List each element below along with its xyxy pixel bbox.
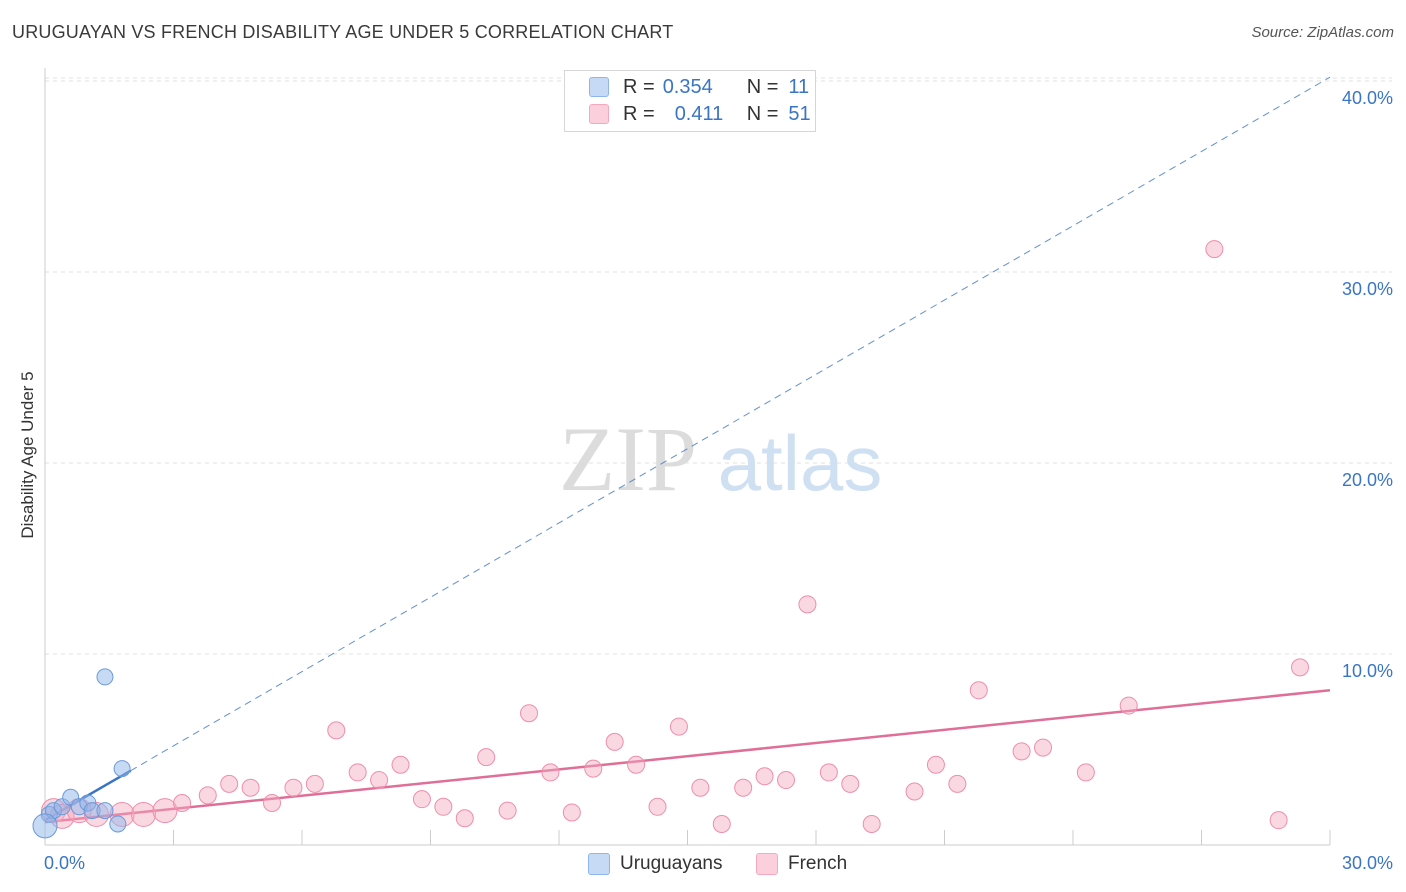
watermark-zip: ZIP: [559, 408, 697, 510]
y-tick-label: 10.0%: [1342, 661, 1393, 681]
bottom-legend-label-uruguayans: Uruguayans: [620, 853, 723, 874]
point-french: [220, 774, 239, 793]
point-french: [305, 774, 324, 793]
point-french: [391, 755, 410, 774]
point-uruguayans: [113, 760, 131, 778]
point-french: [241, 778, 260, 797]
x-tick-label: 0.0%: [44, 853, 85, 873]
point-french: [327, 721, 346, 740]
tick-labels: 10.0% 20.0% 30.0% 40.0% 0.0% 30.0%: [44, 88, 1393, 873]
legend-n-label: N =: [746, 75, 779, 98]
point-french: [1205, 240, 1224, 259]
point-french: [1034, 738, 1053, 757]
point-french: [819, 763, 838, 782]
bottom-legend-swatch-french: [756, 853, 778, 875]
bottom-legend-french: French: [756, 852, 847, 876]
point-french: [284, 778, 303, 797]
legend-r-label: R =: [623, 75, 655, 98]
point-french: [541, 763, 560, 782]
point-french: [173, 793, 192, 812]
legend-n-label: N =: [746, 102, 779, 125]
chart-title: URUGUAYAN VS FRENCH DISABILITY AGE UNDER…: [12, 22, 674, 42]
trend-line-french: [44, 689, 1331, 824]
point-french: [627, 755, 646, 774]
point-french: [263, 793, 282, 812]
watermark-atlas: atlas: [718, 419, 883, 507]
bottom-legend-label-french: French: [788, 853, 848, 874]
legend-r-value: 0.411: [674, 102, 724, 125]
point-french: [434, 797, 453, 816]
point-french: [584, 759, 603, 778]
point-french: [798, 595, 817, 614]
point-french: [926, 755, 945, 774]
point-french: [691, 778, 710, 797]
point-french: [605, 732, 624, 751]
point-french: [370, 771, 389, 790]
y-tick-label: 30.0%: [1342, 279, 1393, 299]
x-tick-label: 30.0%: [1342, 853, 1393, 873]
point-french: [648, 797, 667, 816]
point-french: [905, 782, 924, 801]
point-uruguayans: [96, 802, 114, 820]
data-points: [32, 240, 1310, 839]
y-tick-label: 20.0%: [1342, 470, 1393, 490]
point-french: [1269, 811, 1288, 830]
bottom-legend-uruguayans: Uruguayans: [588, 852, 722, 876]
point-french: [348, 763, 367, 782]
point-french: [198, 786, 217, 805]
legend-swatch-french: [589, 104, 609, 124]
legend-r-label: R =: [623, 102, 655, 125]
point-french: [1291, 658, 1310, 677]
point-french: [131, 801, 157, 827]
point-french: [1012, 742, 1031, 761]
gridlines: [45, 77, 1392, 655]
point-uruguayans: [109, 815, 127, 833]
legend-swatch-uruguayans: [589, 77, 609, 97]
source-label: Source: ZipAtlas.com: [1251, 24, 1394, 41]
point-french: [455, 809, 474, 828]
point-french: [777, 771, 796, 790]
point-uruguayans: [96, 668, 114, 686]
legend-row-french: R = 0.411 N = 51: [589, 102, 811, 126]
point-french: [948, 774, 967, 793]
point-french: [1076, 763, 1095, 782]
point-french: [712, 814, 731, 833]
point-french: [755, 767, 774, 786]
point-french: [412, 790, 431, 809]
legend-row-uruguayans: R = 0.354 N = 11: [589, 75, 809, 99]
point-uruguayans: [32, 813, 58, 839]
y-tick-label: 40.0%: [1342, 88, 1393, 108]
trend-line-uruguayans-dashed: [130, 76, 1331, 772]
point-french: [841, 774, 860, 793]
legend-n-value: 51: [788, 102, 811, 125]
point-french: [562, 803, 581, 822]
legend: R = 0.354 N = 11 R = 0.411 N = 51: [564, 70, 816, 132]
watermark: ZIP atlas: [559, 408, 882, 510]
point-french: [969, 681, 988, 700]
point-french: [520, 704, 539, 723]
point-french: [669, 717, 688, 736]
legend-r-value: 0.354: [662, 75, 713, 98]
y-axis-label: Disability Age Under 5: [18, 371, 37, 539]
legend-n-value: 11: [788, 75, 810, 98]
point-french: [862, 814, 881, 833]
point-french: [477, 748, 496, 767]
point-french: [498, 801, 517, 820]
point-french: [1119, 696, 1138, 715]
point-french: [734, 778, 753, 797]
bottom-legend-swatch-uruguayans: [588, 853, 610, 875]
point-french: [152, 798, 178, 824]
